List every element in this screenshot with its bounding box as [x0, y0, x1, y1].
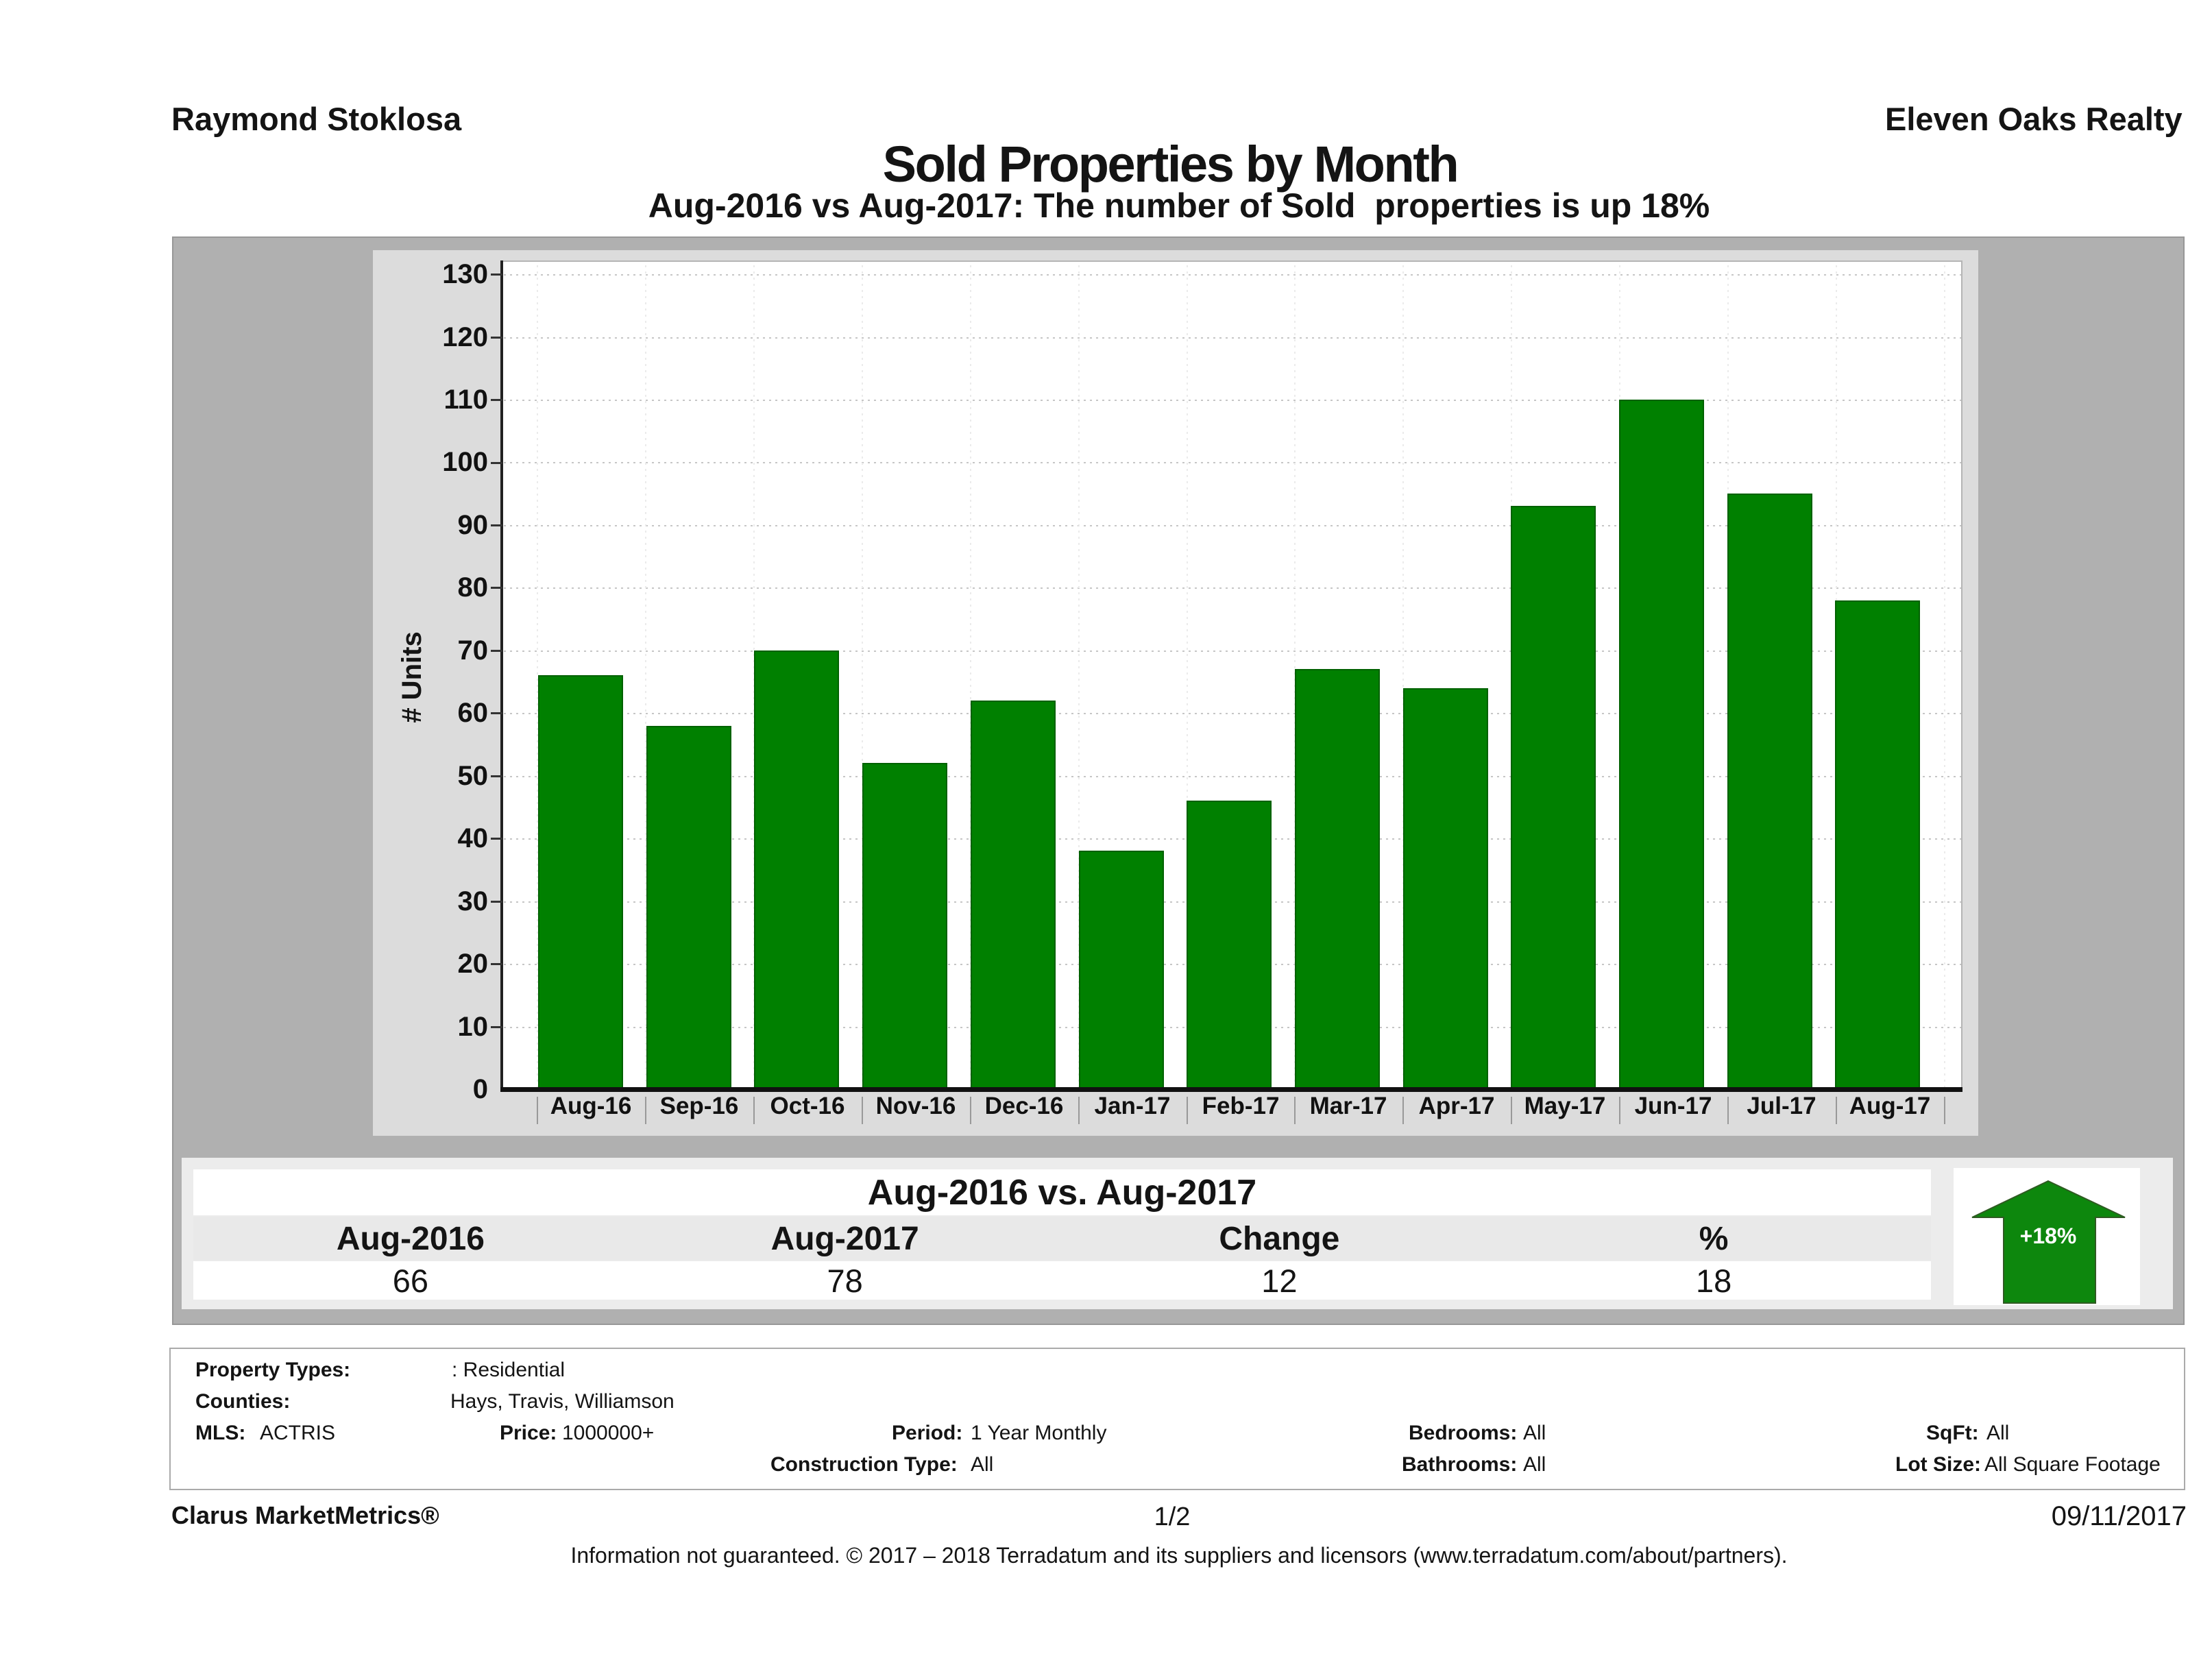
svg-text:+18%: +18%	[2020, 1224, 2077, 1248]
svg-text:# Units: # Units	[397, 631, 427, 722]
